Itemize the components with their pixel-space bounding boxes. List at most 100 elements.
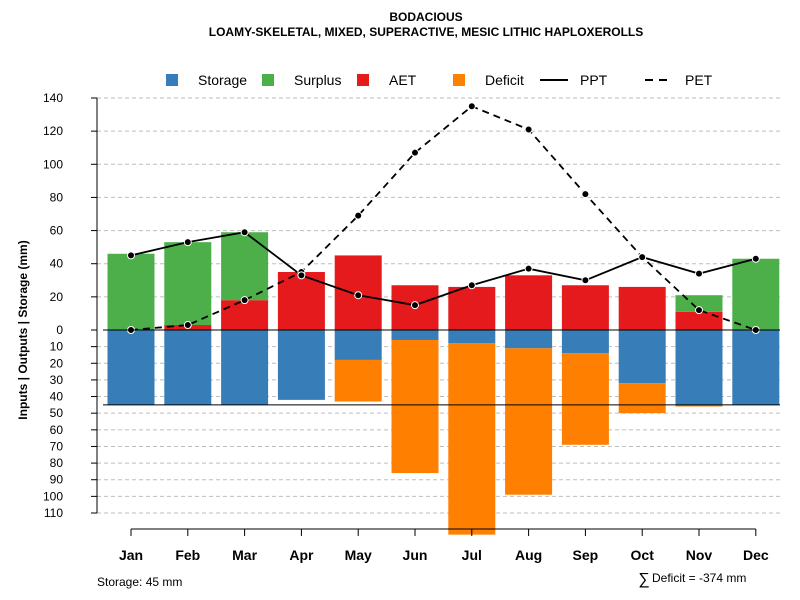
- deficit-bar: [391, 339, 439, 474]
- storage-bar: [618, 330, 666, 384]
- chart-title: BODACIOUS: [389, 10, 462, 24]
- series-lines: [127, 102, 760, 334]
- axes: 0 20 40 60 80 100 120 140 10 20 30 40 50 60 70 80 90 100 1…: [43, 91, 780, 563]
- y-tick-label: 90: [50, 473, 64, 487]
- legend-aet-label: AET: [389, 72, 417, 88]
- y-tick-label: 140: [43, 91, 63, 105]
- y-tick-label: 50: [50, 406, 64, 420]
- storage-bar: [164, 330, 212, 405]
- sum-symbol: ∑: [638, 571, 649, 588]
- ppt-point: [695, 269, 703, 278]
- x-tick-label: Aug: [515, 547, 542, 563]
- legend-storage-label: Storage: [198, 72, 247, 88]
- ppt-point: [354, 291, 363, 300]
- y-tick-label: 100: [43, 489, 63, 503]
- y-tick-label: 110: [44, 506, 63, 520]
- legend-surplus-swatch: [262, 74, 274, 86]
- legend: Storage Surplus AET Deficit PPT PET: [166, 72, 713, 88]
- pet-point: [695, 306, 703, 315]
- y-tick-label: 40: [50, 257, 64, 271]
- x-tick-label: Sep: [573, 547, 599, 563]
- surplus-bar: [221, 232, 269, 301]
- x-tick-label: Feb: [175, 547, 200, 563]
- ppt-point: [524, 264, 533, 273]
- surplus-bar: [732, 258, 780, 330]
- storage-bar: [732, 330, 780, 405]
- storage-bar: [505, 330, 553, 349]
- deficit-bar: [675, 404, 723, 407]
- storage-bar: [221, 330, 269, 405]
- x-tick-label: Jul: [462, 547, 482, 563]
- deficit-bar: [334, 359, 382, 402]
- x-tick-label: May: [345, 547, 372, 563]
- ppt-point: [638, 253, 647, 262]
- aet-bar: [618, 286, 666, 330]
- deficit-bar: [505, 348, 553, 495]
- bars: [107, 232, 780, 535]
- y-tick-label: 10: [50, 340, 64, 354]
- legend-pet-label: PET: [685, 72, 713, 88]
- x-tick-label: Nov: [686, 547, 713, 563]
- y-tick-label: 60: [50, 224, 64, 238]
- y-tick-label: 40: [50, 390, 64, 404]
- ppt-point: [467, 281, 476, 290]
- aet-bar: [448, 286, 496, 330]
- x-tick-label: Oct: [631, 547, 655, 563]
- pet-point: [354, 211, 363, 220]
- legend-deficit-label: Deficit: [485, 72, 524, 88]
- x-tick-label: Jan: [119, 547, 143, 563]
- storage-note: Storage: 45 mm: [97, 575, 182, 589]
- y-tick-label: 20: [50, 290, 64, 304]
- pet-line: [130, 105, 757, 331]
- deficit-bar: [448, 343, 496, 535]
- storage-bar: [391, 330, 439, 340]
- y-tick-label: 60: [50, 423, 64, 437]
- surplus-bar: [164, 242, 212, 326]
- x-tick-label: Jun: [403, 547, 428, 563]
- x-tick-label: Mar: [232, 547, 257, 563]
- gridlines: [97, 97, 780, 514]
- surplus-bar: [107, 253, 155, 330]
- legend-aet-swatch: [357, 74, 369, 86]
- storage-bar: [675, 330, 723, 405]
- legend-storage-swatch: [166, 74, 178, 86]
- y-tick-label: 80: [50, 190, 64, 204]
- y-tick-label: 30: [50, 373, 64, 387]
- x-tick-label: Apr: [289, 547, 314, 563]
- pet-point: [524, 125, 533, 134]
- deficit-note: Deficit = -374 mm: [652, 571, 746, 585]
- aet-bar: [505, 275, 553, 330]
- legend-ppt-label: PPT: [580, 72, 608, 88]
- pet-point: [467, 102, 476, 111]
- ppt-line: [130, 231, 757, 307]
- ppt-point: [297, 271, 306, 280]
- y-tick-label: 120: [43, 124, 63, 138]
- legend-surplus-label: Surplus: [294, 72, 341, 88]
- ppt-point: [411, 301, 419, 310]
- ppt-point: [183, 238, 192, 247]
- y-axis-label: Inputs | Outputs | Storage (mm): [16, 240, 30, 419]
- aet-bar: [675, 311, 723, 330]
- aet-bar: [561, 285, 609, 330]
- ppt-point: [751, 254, 760, 263]
- deficit-bar: [561, 353, 609, 445]
- storage-bar: [448, 330, 496, 344]
- y-tick-label: 0: [56, 323, 63, 337]
- storage-bar: [107, 330, 155, 405]
- y-tick-label: 80: [50, 456, 64, 470]
- y-tick-label: 20: [50, 356, 64, 370]
- storage-bar: [561, 330, 609, 354]
- ppt-point: [240, 228, 249, 237]
- storage-bar: [277, 330, 325, 400]
- legend-deficit-swatch: [453, 74, 465, 86]
- x-tick-label: Dec: [743, 547, 769, 563]
- deficit-bar: [618, 383, 666, 414]
- aet-bar: [221, 300, 269, 330]
- pet-point: [411, 148, 419, 157]
- pet-point: [240, 296, 249, 305]
- ppt-point: [581, 276, 590, 285]
- ppt-point: [127, 251, 135, 260]
- pet-point: [581, 190, 590, 199]
- chart-subtitle: LOAMY-SKELETAL, MIXED, SUPERACTIVE, MESI…: [209, 25, 643, 39]
